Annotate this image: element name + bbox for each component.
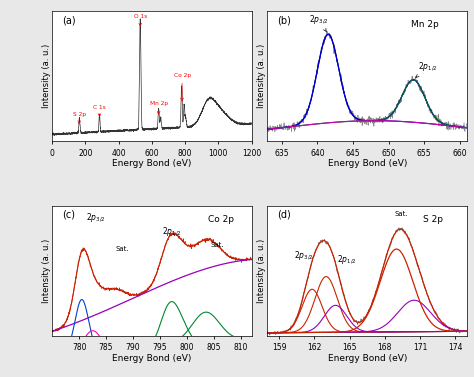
Text: $2p_{3/2}$: $2p_{3/2}$	[86, 211, 106, 224]
Text: O 1s: O 1s	[134, 14, 147, 26]
Text: (c): (c)	[62, 210, 75, 220]
Y-axis label: Intensity (a. u.): Intensity (a. u.)	[42, 239, 51, 303]
Text: Co 2p: Co 2p	[173, 73, 191, 101]
Text: Co 2p: Co 2p	[208, 215, 234, 224]
Y-axis label: Intensity (a. u.): Intensity (a. u.)	[257, 239, 266, 303]
Text: (b): (b)	[277, 15, 292, 25]
Text: S 2p: S 2p	[73, 112, 86, 124]
Text: $2p_{1/2}$: $2p_{1/2}$	[162, 225, 182, 238]
Text: (d): (d)	[277, 210, 291, 220]
X-axis label: Energy Bond (eV): Energy Bond (eV)	[112, 354, 191, 363]
Text: Mn 2p: Mn 2p	[411, 20, 439, 29]
Text: Sat.: Sat.	[394, 211, 408, 217]
Text: Sat.: Sat.	[115, 246, 129, 252]
Y-axis label: Intensity (a. u.): Intensity (a. u.)	[257, 44, 266, 108]
Text: S 2p: S 2p	[423, 215, 443, 224]
X-axis label: Energy Bond (eV): Energy Bond (eV)	[328, 354, 407, 363]
Text: $2p_{3/2}$: $2p_{3/2}$	[309, 13, 328, 31]
Text: (a): (a)	[62, 15, 76, 25]
Text: C 1s: C 1s	[93, 105, 106, 116]
Text: Sat.: Sat.	[211, 242, 225, 248]
Y-axis label: Intensity (a. u.): Intensity (a. u.)	[42, 44, 51, 108]
X-axis label: Energy Bond (eV): Energy Bond (eV)	[328, 159, 407, 168]
X-axis label: Energy Bond (eV): Energy Bond (eV)	[112, 159, 191, 168]
Text: $2p_{1/2}$: $2p_{1/2}$	[337, 253, 357, 266]
Text: $2p_{3/2}$: $2p_{3/2}$	[293, 249, 313, 262]
Text: Mn 2p: Mn 2p	[150, 101, 168, 114]
Text: $2p_{1/2}$: $2p_{1/2}$	[416, 60, 438, 78]
